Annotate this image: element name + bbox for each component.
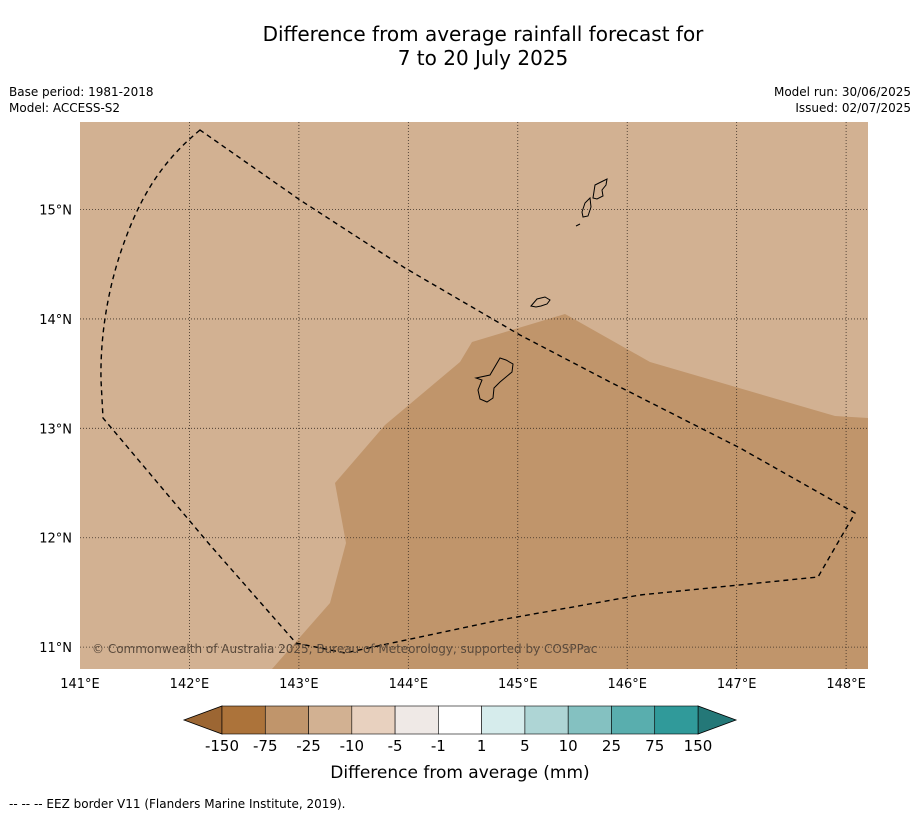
colorbar-tick-label: -5	[388, 737, 403, 755]
colorbar-tick-label: 75	[645, 737, 664, 755]
map-plot-area: © Commonwealth of Australia 2025, Bureau…	[80, 122, 868, 669]
meta-right: Model run: 30/06/2025 Issued: 02/07/2025	[774, 84, 911, 116]
island-tinian	[581, 196, 592, 218]
colorbar-tick-label: -25	[296, 737, 321, 755]
colorbar-over-arrow	[697, 705, 738, 735]
island-rota	[530, 296, 551, 308]
colorbar-swatch	[308, 705, 353, 735]
lon-tick-label: 147°E	[717, 677, 757, 692]
colorbar-under-arrow	[182, 705, 223, 735]
lon-tick-label: 148°E	[826, 677, 866, 692]
colorbar-tick-label: -1	[431, 737, 446, 755]
colorbar-swatch	[221, 705, 266, 735]
colorbar-swatch	[264, 705, 309, 735]
lon-tick-label: 141°E	[60, 677, 100, 692]
eez-footnote: -- -- -- EEZ border V11 (Flanders Marine…	[9, 797, 346, 811]
lon-tick-label: 145°E	[498, 677, 538, 692]
colorbar-swatch	[611, 705, 656, 735]
island-guam	[474, 357, 514, 403]
colorbar-swatch	[351, 705, 396, 735]
colorbar-tick-label: 25	[602, 737, 621, 755]
title-line-2: 7 to 20 July 2025	[397, 46, 569, 70]
colorbar-tick-label: 10	[559, 737, 578, 755]
colorbar-swatch	[438, 705, 482, 735]
graticule	[80, 122, 868, 669]
map-title: Difference from average rainfall forecas…	[0, 22, 919, 70]
anomaly-region-minus-25-to-75	[272, 314, 868, 669]
model-run-text: Model run: 30/06/2025	[773, 85, 911, 99]
lat-tick-label: 14°N	[39, 313, 72, 328]
colorbar-tick-labels: -150 -75 -25 -10 -5 -1 1 5 10 25 75 150	[205, 737, 712, 755]
title-line-1: Difference from average rainfall forecas…	[262, 22, 704, 46]
colorbar-tick-label: 150	[684, 737, 713, 755]
colorbar-swatch	[524, 705, 569, 735]
latitude-tick-labels: 15°N 14°N 13°N 12°N 11°N	[39, 204, 72, 657]
colorbar-swatch	[654, 705, 699, 735]
island-saipan	[592, 178, 608, 200]
islands	[474, 178, 608, 403]
longitude-tick-labels: 141°E 142°E 143°E 144°E 145°E 146°E 147°E 148°E	[60, 677, 866, 692]
lat-tick-label: 15°N	[39, 204, 72, 219]
colorbar	[182, 705, 738, 735]
lat-tick-label: 13°N	[39, 422, 72, 437]
lon-tick-label: 142°E	[170, 677, 210, 692]
colorbar-swatch	[481, 705, 526, 735]
colorbar-tick-label: 1	[477, 737, 487, 755]
base-period-text: Base period: 1981-2018	[9, 85, 154, 99]
colorbar-tick-label: 5	[520, 737, 530, 755]
colorbar-title: Difference from average (mm)	[330, 763, 589, 783]
copyright-notice: © Commonwealth of Australia 2025, Bureau…	[92, 642, 597, 656]
lon-tick-label: 143°E	[279, 677, 319, 692]
lon-tick-label: 146°E	[607, 677, 647, 692]
meta-left: Base period: 1981-2018 Model: ACCESS-S2	[9, 84, 154, 116]
lon-tick-label: 144°E	[389, 677, 429, 692]
colorbar-tick-label: -10	[340, 737, 365, 755]
colorbar-tick-label: -150	[205, 737, 239, 755]
colorbar-swatch	[394, 705, 439, 735]
lat-tick-label: 11°N	[39, 641, 72, 656]
lat-tick-label: 12°N	[39, 532, 72, 547]
colorbar-swatch	[567, 705, 612, 735]
colorbar-tick-label: -75	[253, 737, 278, 755]
island-aguijan	[575, 223, 581, 227]
model-text: Model: ACCESS-S2	[9, 101, 121, 115]
issued-text: Issued: 02/07/2025	[795, 101, 911, 115]
